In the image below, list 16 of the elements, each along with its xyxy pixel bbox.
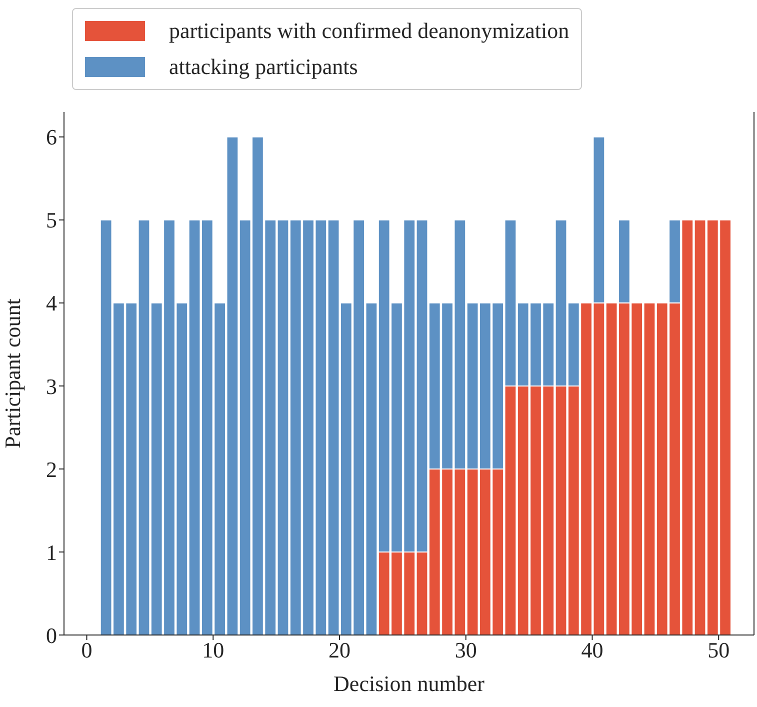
legend-label: attacking participants — [169, 54, 358, 80]
y-tick-label: 5 — [46, 208, 57, 233]
x-tick-label: 0 — [81, 638, 92, 663]
x-tick-label: 50 — [708, 638, 730, 663]
x-tick-label: 40 — [581, 638, 604, 663]
y-tick-label: 3 — [46, 374, 57, 399]
x-tick-label: 30 — [454, 638, 477, 663]
x-axis-title: Decision number — [334, 671, 486, 696]
x-tick-label: 10 — [202, 638, 224, 663]
x-tick-label: 20 — [328, 638, 350, 663]
y-tick-label: 2 — [46, 456, 57, 482]
legend-label: participants with confirmed deanonymization — [169, 18, 570, 44]
y-axis-title: Participant count — [0, 298, 25, 448]
y-tick-label: 1 — [46, 540, 57, 565]
y-tick-label: 6 — [46, 124, 57, 150]
y-tick-label: 4 — [46, 290, 57, 316]
